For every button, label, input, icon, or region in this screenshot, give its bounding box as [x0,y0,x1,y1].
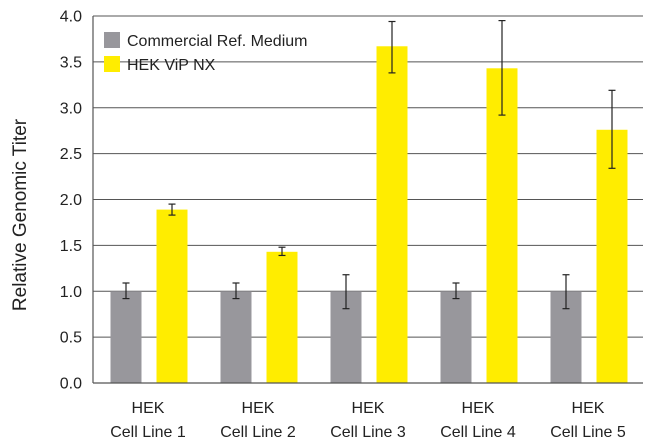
bar-hek-vip-nx-5 [596,129,628,383]
y-tick-label: 2.5 [60,146,82,163]
bar-commercial-4 [440,291,472,383]
legend-label-hek-vip-nx: HEK ViP NX [127,57,216,74]
error-bar [608,89,616,169]
bar-commercial-2 [220,291,252,383]
y-tick-label: 4.0 [60,9,82,26]
y-tick-label: 1.0 [60,284,82,301]
error-bar [342,274,350,310]
error-bar [498,19,506,116]
error-bar [452,282,460,300]
category-label-line2: Cell Line 5 [550,424,626,441]
error-bar [562,274,570,310]
error-bars [122,19,616,310]
category-label-line1: HEK [132,400,165,417]
error-bar [168,203,176,216]
y-tick-label: 0.5 [60,330,82,347]
y-tick-labels: 0.0 0.5 1.0 1.5 2.0 2.5 3.0 3.5 4.0 [60,9,82,393]
category-label-line2: Cell Line 2 [220,424,296,441]
legend-swatch-hek-vip-nx [104,56,120,72]
category-labels: HEK Cell Line 1 HEK Cell Line 2 HEK Cell Line… [110,400,626,441]
category-label-line1: HEK [242,400,275,417]
error-bar [278,246,286,257]
y-tick-label: 1.5 [60,238,82,255]
category-label-line1: HEK [462,400,495,417]
y-tick-label: 3.5 [60,54,82,71]
category-label-line1: HEK [572,400,605,417]
legend-label-commercial: Commercial Ref. Medium [127,33,307,50]
error-bar [232,282,240,300]
bar-hek-vip-nx-1 [156,209,188,383]
y-tick-label: 3.0 [60,100,82,117]
category-label-line1: HEK [352,400,385,417]
category-label-line2: Cell Line 1 [110,424,186,441]
bars [110,46,628,384]
bar-hek-vip-nx-2 [266,251,298,383]
y-tick-label: 2.0 [60,192,82,209]
bar-hek-vip-nx-3 [376,46,408,384]
axes [92,16,643,384]
error-bar [122,282,130,300]
legend: Commercial Ref. Medium HEK ViP NX [104,32,307,74]
error-bar [388,20,396,74]
category-label-line2: Cell Line 3 [330,424,406,441]
bar-hek-vip-nx-4 [486,68,518,384]
bar-commercial-1 [110,291,142,383]
y-axis-title: Relative Genomic Titer [10,118,31,311]
legend-swatch-commercial [104,32,120,48]
y-tick-label: 0.0 [60,376,82,393]
category-label-line2: Cell Line 4 [440,424,516,441]
